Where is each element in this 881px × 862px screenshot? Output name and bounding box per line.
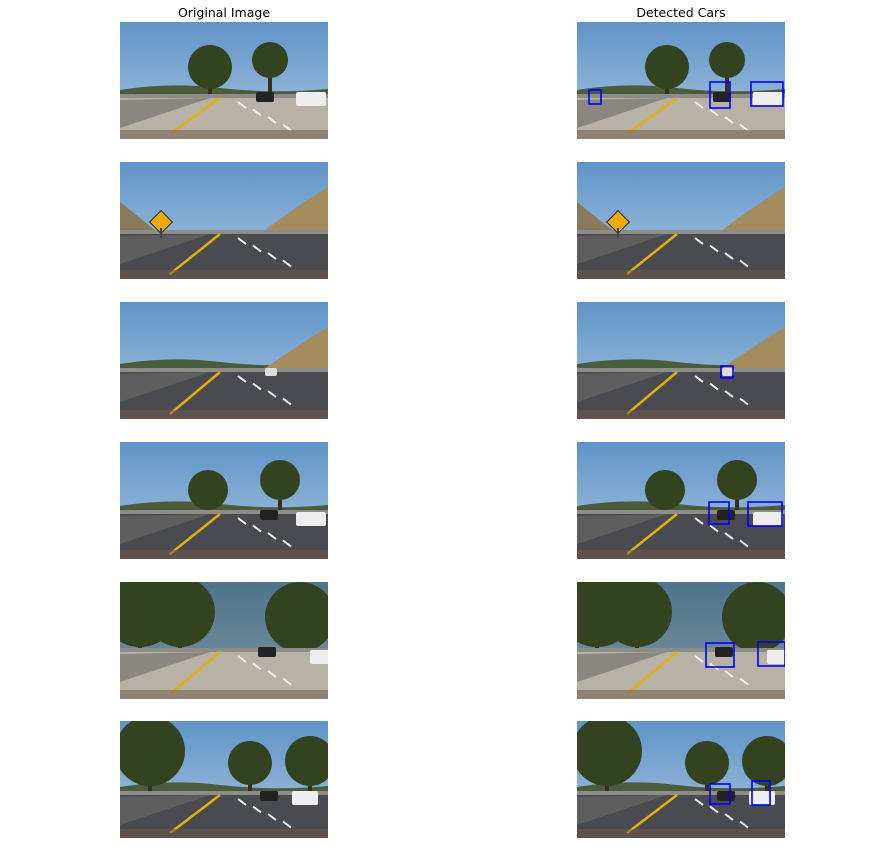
detected-frame-2 (577, 162, 785, 279)
original-frame-1 (120, 22, 328, 139)
original-frame-4 (120, 442, 328, 559)
detection-box (588, 89, 602, 105)
detected-cars-title: Detected Cars (636, 5, 726, 20)
original-frame-6 (120, 721, 328, 838)
detected-frame-3 (577, 302, 785, 419)
detection-box (751, 780, 771, 806)
detected-frame-4 (577, 442, 785, 559)
original-frame-2 (120, 162, 328, 279)
detection-box (709, 783, 731, 805)
detection-box (757, 641, 785, 667)
detected-frame-6 (577, 721, 785, 838)
original-frame-3 (120, 302, 328, 419)
detected-frame-5 (577, 582, 785, 699)
original-image-title: Original Image (177, 5, 271, 20)
detection-box (720, 365, 734, 379)
detection-box (705, 642, 735, 668)
detection-box (709, 81, 731, 109)
detected-frame-1 (577, 22, 785, 139)
detection-box (750, 81, 784, 107)
detection-box (747, 501, 783, 527)
original-frame-5 (120, 582, 328, 699)
detection-box (708, 501, 730, 525)
